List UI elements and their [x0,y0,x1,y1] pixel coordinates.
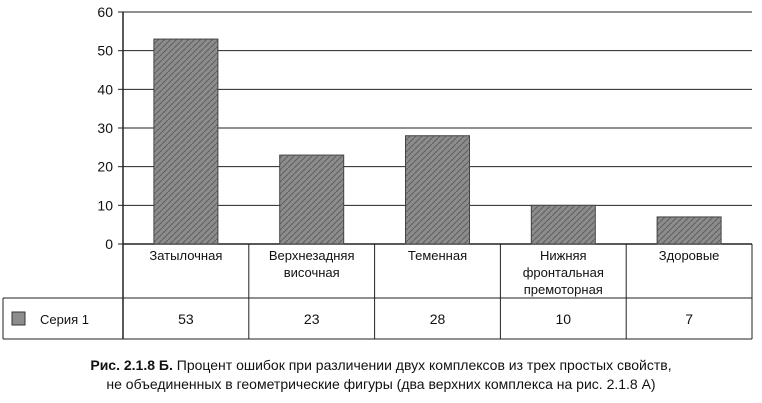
category-label: Верхнезадняя [269,248,355,263]
category-label: Здоровые [659,248,720,263]
y-tick-label: 60 [97,4,113,20]
caption-line-1: Рис. 2.1.8 Б. Процент ошибок при различе… [0,356,762,375]
y-tick-label: 50 [97,43,113,59]
category-label: Нижняя [540,248,587,263]
data-table-value: 53 [178,311,194,327]
y-tick-label: 10 [97,197,113,213]
bar [530,204,596,245]
y-tick-label: 20 [97,159,113,175]
caption-label: Рис. 2.1.8 Б. [90,357,173,373]
y-tick-label: 40 [97,81,113,97]
category-label: Теменная [408,248,467,263]
legend-key [11,311,26,326]
y-tick-label: 0 [105,236,113,252]
bar [279,154,345,245]
data-table-value: 23 [304,311,320,327]
bar-chart: 0 10 20 30 40 50 60 Затылочная 53 Верхнезадняя вис… [2,4,753,340]
category-label: височная [284,265,340,280]
category-label: фронтальная [523,265,604,280]
category-label: премоторная [524,282,603,297]
category-label: Затылочная [149,248,222,263]
bar [153,38,219,245]
bar [656,216,722,245]
legend-label: Серия 1 [40,312,89,327]
y-tick-label: 30 [97,120,113,136]
caption-text-2: не объединенных в геометрические фигуры … [106,376,656,392]
data-table-value: 28 [430,311,446,327]
data-table-value: 10 [556,311,572,327]
figure-caption: Рис. 2.1.8 Б. Процент ошибок при различе… [0,356,762,394]
caption-text-1: Процент ошибок при различении двух компл… [176,357,672,373]
data-table-value: 7 [685,311,693,327]
bar [405,135,470,245]
